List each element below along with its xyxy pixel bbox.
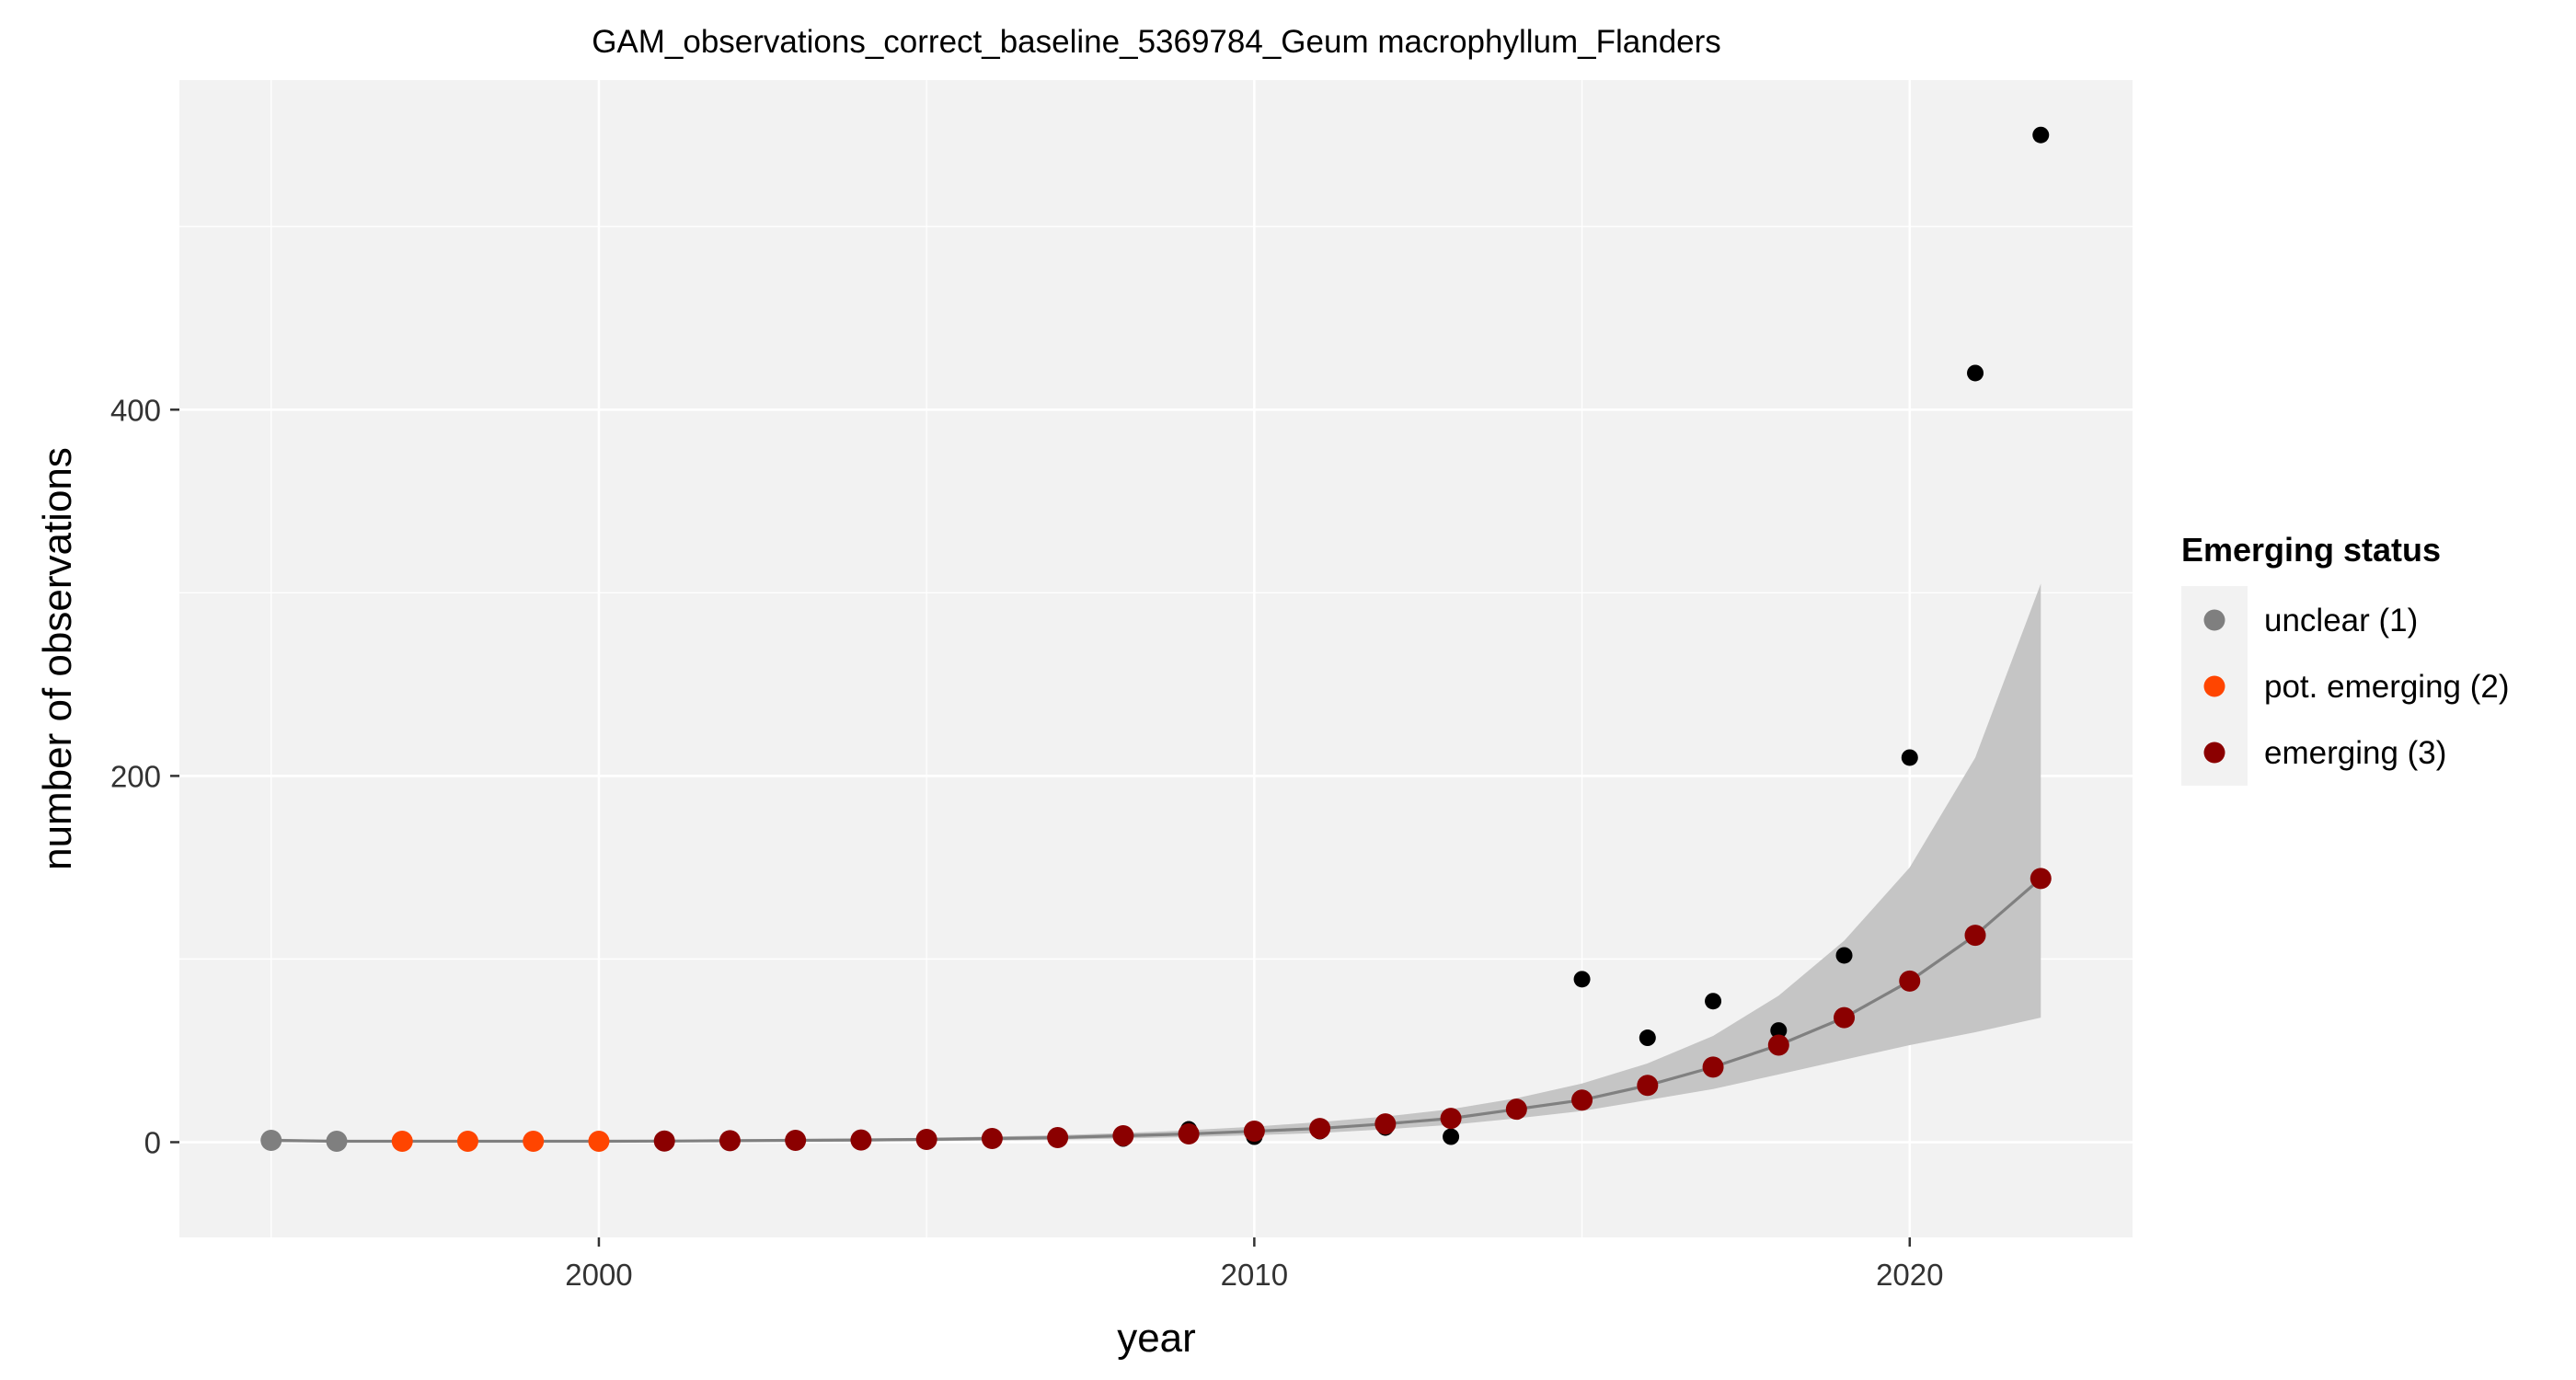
legend-label: unclear (1) — [2264, 603, 2418, 638]
y-tick-label: 400 — [110, 393, 161, 427]
fitted-point — [456, 1130, 478, 1152]
y-tick-label: 200 — [110, 759, 161, 793]
fitted-point — [260, 1130, 282, 1152]
observed-point — [2032, 126, 2050, 144]
fitted-point — [1112, 1125, 1134, 1147]
fitted-point — [1505, 1098, 1527, 1121]
fitted-point — [1047, 1127, 1069, 1149]
observed-point — [1967, 364, 1984, 382]
fitted-points-layer — [260, 868, 2052, 1152]
legend-title: Emerging status — [2181, 531, 2441, 569]
fitted-point — [1178, 1123, 1200, 1145]
fitted-point — [326, 1130, 348, 1152]
x-axis-title: year — [1117, 1316, 1196, 1361]
observed-point — [1705, 993, 1722, 1010]
plot-panel — [179, 80, 2133, 1237]
fitted-point — [523, 1130, 545, 1152]
fitted-point — [2030, 868, 2052, 890]
fitted-point — [785, 1130, 807, 1152]
fitted-point — [1243, 1121, 1265, 1143]
fitted-point — [1964, 925, 1986, 947]
grid-minor — [179, 80, 2133, 1237]
legend-label: pot. emerging (2) — [2264, 669, 2510, 705]
fitted-point — [1767, 1034, 1789, 1056]
x-axis: 2000 2010 2020 — [565, 1237, 1943, 1292]
observed-point — [1835, 947, 1853, 964]
fitted-point — [1309, 1118, 1331, 1140]
fitted-point — [1440, 1108, 1462, 1130]
fitted-point — [850, 1129, 872, 1151]
y-axis: 0 200 400 — [110, 393, 179, 1159]
legend-key-point — [2203, 609, 2225, 631]
fitted-point — [1374, 1113, 1397, 1135]
legend: Emerging status unclear (1) pot. emerging… — [2181, 531, 2510, 786]
x-tick-label: 2000 — [565, 1258, 632, 1292]
fitted-point — [1834, 1006, 1856, 1029]
x-tick-label: 2020 — [1876, 1258, 1943, 1292]
fitted-point — [1702, 1056, 1724, 1078]
chart-title: GAM_observations_correct_baseline_536978… — [592, 24, 1721, 60]
legend-label: emerging (3) — [2264, 735, 2446, 771]
fitted-point — [1899, 970, 1921, 992]
legend-entries: unclear (1) pot. emerging (2) emerging (3) — [2203, 603, 2510, 771]
fitted-point — [653, 1130, 675, 1152]
fitted-point — [1637, 1075, 1659, 1097]
fitted-point — [915, 1129, 937, 1151]
y-axis-title: number of observations — [35, 447, 80, 870]
fitted-line-layer — [270, 877, 2042, 1144]
fitted-line — [270, 877, 2042, 1144]
x-tick-label: 2010 — [1221, 1258, 1288, 1292]
fitted-point — [981, 1128, 1003, 1150]
observed-point — [1901, 749, 1918, 766]
fitted-point — [719, 1130, 741, 1152]
observed-point — [1443, 1128, 1460, 1145]
observed-point — [1573, 971, 1591, 988]
fitted-point — [1571, 1089, 1593, 1111]
fitted-point — [588, 1130, 610, 1152]
y-tick-label: 0 — [144, 1125, 161, 1159]
observed-point — [1639, 1029, 1656, 1047]
observed-point — [1770, 1022, 1788, 1040]
legend-key-point — [2203, 675, 2225, 697]
fitted-point — [391, 1130, 413, 1152]
legend-key-point — [2203, 742, 2225, 764]
